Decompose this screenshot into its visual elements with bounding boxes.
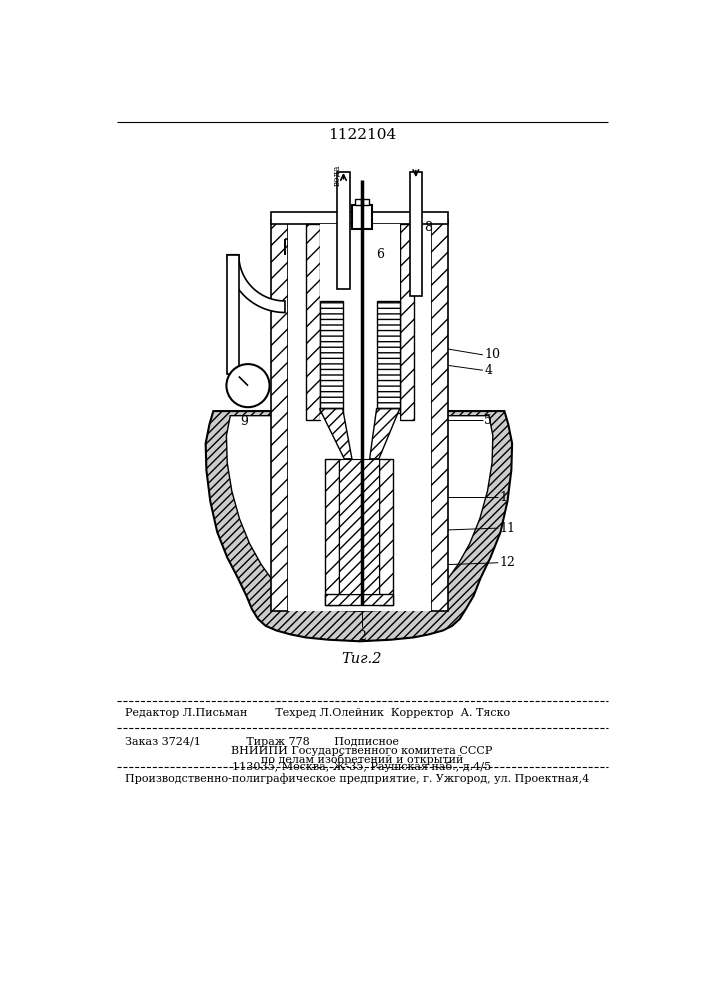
Polygon shape [226,416,493,611]
Polygon shape [288,220,431,611]
Polygon shape [379,459,393,605]
Polygon shape [337,172,351,289]
Polygon shape [339,459,379,594]
Polygon shape [271,212,448,224]
Polygon shape [227,255,285,312]
Polygon shape [320,224,399,420]
Text: по делам изобретений и открытий: по делам изобретений и открытий [261,754,463,765]
Text: 4: 4 [484,364,492,377]
Text: 11: 11 [500,522,516,535]
Text: 10: 10 [484,348,501,361]
Polygon shape [206,411,512,641]
Polygon shape [305,224,320,420]
Text: Производственно-полиграфическое предприятие, г. Ужгород, ул. Проектная,4: Производственно-полиграфическое предприя… [125,773,589,784]
Circle shape [226,364,269,407]
Text: Редактор Л.Письман        Техред Л.Олейник  Корректор  А. Тяско: Редактор Л.Письман Техред Л.Олейник Корр… [125,708,510,718]
Polygon shape [352,205,372,229]
Polygon shape [431,220,448,611]
Polygon shape [370,409,399,459]
Text: 1122104: 1122104 [328,128,396,142]
Polygon shape [325,594,393,605]
Text: Τиг.2: Τиг.2 [341,652,382,666]
Text: 1: 1 [500,491,508,504]
Text: 5: 5 [484,414,492,427]
Polygon shape [325,459,339,605]
Polygon shape [377,301,399,413]
Text: 6: 6 [377,248,385,261]
Text: 12: 12 [500,556,515,569]
Text: 8: 8 [424,221,432,234]
Polygon shape [409,172,422,296]
Polygon shape [320,409,352,459]
Text: ВНИИПИ Государственного комитета СССР: ВНИИПИ Государственного комитета СССР [231,746,493,756]
Polygon shape [363,199,369,205]
Polygon shape [227,255,239,374]
Polygon shape [355,199,361,205]
Text: Заказ 3724/1             Тираж 778       Подписное: Заказ 3724/1 Тираж 778 Подписное [125,737,399,747]
Text: 113035, Москва, Ж-35, Раушская наб., д.4/5: 113035, Москва, Ж-35, Раушская наб., д.4… [233,761,491,772]
Polygon shape [271,220,288,611]
Text: 9: 9 [240,415,248,428]
Text: вода: вода [333,165,342,186]
Polygon shape [399,224,414,420]
Polygon shape [320,301,343,413]
Text: 2: 2 [358,630,366,643]
